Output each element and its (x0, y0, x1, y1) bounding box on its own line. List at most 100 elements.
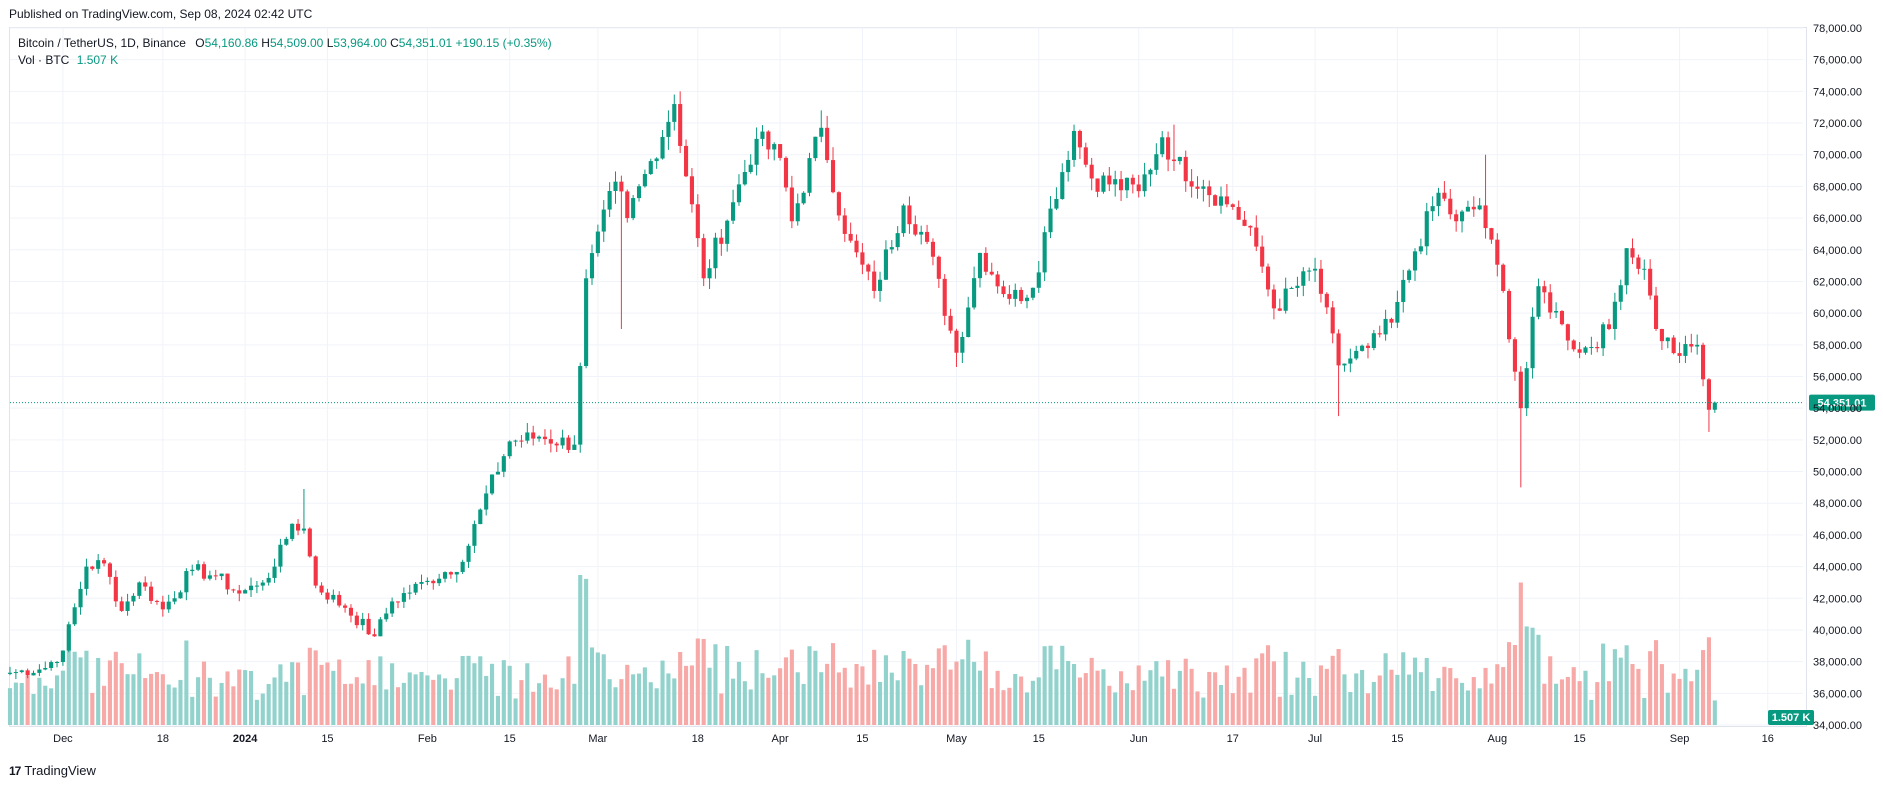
volume-bar (301, 695, 306, 725)
candle-body (1248, 225, 1253, 228)
volume-bar (801, 683, 806, 725)
volume-bar (1242, 667, 1247, 725)
volume-bar (1283, 651, 1288, 725)
volume-bar (1171, 688, 1177, 725)
volume-bar (783, 657, 789, 725)
candle-body (1683, 344, 1688, 356)
volume-bar (19, 683, 24, 725)
volume-bar (248, 670, 254, 725)
volume-bar (84, 650, 89, 725)
volume-bar (1665, 692, 1670, 725)
volume-bar (1207, 671, 1212, 725)
candle-body (1295, 285, 1300, 288)
volume-bar (1465, 690, 1470, 725)
volume-bar (607, 679, 612, 725)
volume-bar (225, 671, 230, 725)
time-tick-label: 18 (157, 733, 169, 745)
candle-body (1365, 345, 1371, 348)
chart-legend: Bitcoin / TetherUS, 1D, Binance O54,160.… (18, 35, 552, 69)
volume-bar (1659, 664, 1664, 725)
candle-body (772, 144, 777, 150)
candle-body (1554, 311, 1559, 313)
candle-body (348, 607, 354, 616)
candle-body (513, 440, 518, 442)
candle-body (1383, 318, 1388, 335)
last-volume-badge (1768, 710, 1814, 725)
volume-bar (1554, 683, 1559, 725)
volume-bar (754, 650, 759, 725)
volume-bar (1254, 658, 1259, 725)
volume-bar (366, 660, 371, 725)
candle-body (1665, 337, 1670, 342)
volume-bar (872, 649, 877, 725)
candle-body (736, 184, 742, 203)
candle-body (966, 307, 971, 338)
volume-bar (1477, 688, 1482, 725)
candle-body (1136, 184, 1141, 192)
volume-bar (1066, 660, 1071, 725)
candle-body (1254, 227, 1259, 247)
volume-bar (60, 670, 65, 725)
price-tick-label: 66,000.00 (1813, 213, 1862, 225)
last-price-label: 54,351.01 (1818, 398, 1867, 410)
candle-body (1701, 344, 1706, 380)
candle-body (1542, 286, 1547, 293)
volume-bar (725, 645, 730, 725)
candle-body (1154, 154, 1159, 170)
candle-body (1195, 186, 1200, 189)
candle-body (625, 191, 630, 219)
candle-body (1030, 287, 1035, 298)
volume-bar (90, 692, 95, 725)
volume-bar (1342, 674, 1347, 725)
candle-body (43, 667, 48, 670)
volume-bar (542, 674, 548, 725)
volume-bar (295, 662, 301, 725)
volume-bar (1295, 677, 1300, 725)
candle-body (1360, 345, 1365, 351)
volume-bar (1013, 673, 1018, 725)
volume-bar (1001, 690, 1006, 725)
volume-bar (713, 644, 718, 725)
volume-bar (913, 663, 918, 725)
volume-bar (501, 660, 506, 725)
volume-bar (1401, 652, 1406, 725)
volume-bar (1060, 645, 1065, 725)
volume-bar (654, 688, 659, 725)
volume-bar (595, 652, 600, 725)
candle-body (848, 233, 853, 241)
candle-body (1024, 297, 1030, 302)
volume-bar (1630, 664, 1635, 725)
volume-bar (1648, 651, 1653, 725)
candle-body (266, 577, 271, 583)
candle-body (78, 588, 83, 608)
volume-bar (307, 647, 312, 725)
candle-body (60, 650, 65, 662)
candle-body (437, 578, 442, 584)
candle-body (290, 523, 295, 539)
volume-bar (507, 665, 512, 725)
candle-body (760, 131, 765, 139)
tradingview-brand[interactable]: 17 TradingView (9, 763, 96, 778)
volume-bar (337, 659, 342, 725)
candle-body (1712, 402, 1717, 410)
volume-bar (196, 677, 201, 725)
candle-body (337, 594, 342, 606)
volume-bar (554, 689, 559, 725)
price-axis: 34,000.00 36,000.00 38,000.00 40,000.00 42,0… (1813, 23, 1862, 732)
price-tick-label: 76,000.00 (1813, 55, 1862, 67)
last-volume-label: 1.507 K (1772, 712, 1811, 724)
candle-body (1119, 179, 1124, 191)
candle-body (207, 575, 212, 579)
candle-body (560, 437, 565, 446)
candle-body (584, 278, 589, 367)
candle-body (725, 220, 730, 244)
candle-body (360, 618, 365, 626)
volume-bar (313, 650, 318, 725)
candle-body (836, 192, 841, 216)
volume-bar (631, 674, 636, 725)
candle-body (407, 592, 412, 594)
volume-bar (907, 658, 912, 725)
time-tick-label: Aug (1488, 733, 1508, 745)
volume-bar (1712, 700, 1717, 725)
